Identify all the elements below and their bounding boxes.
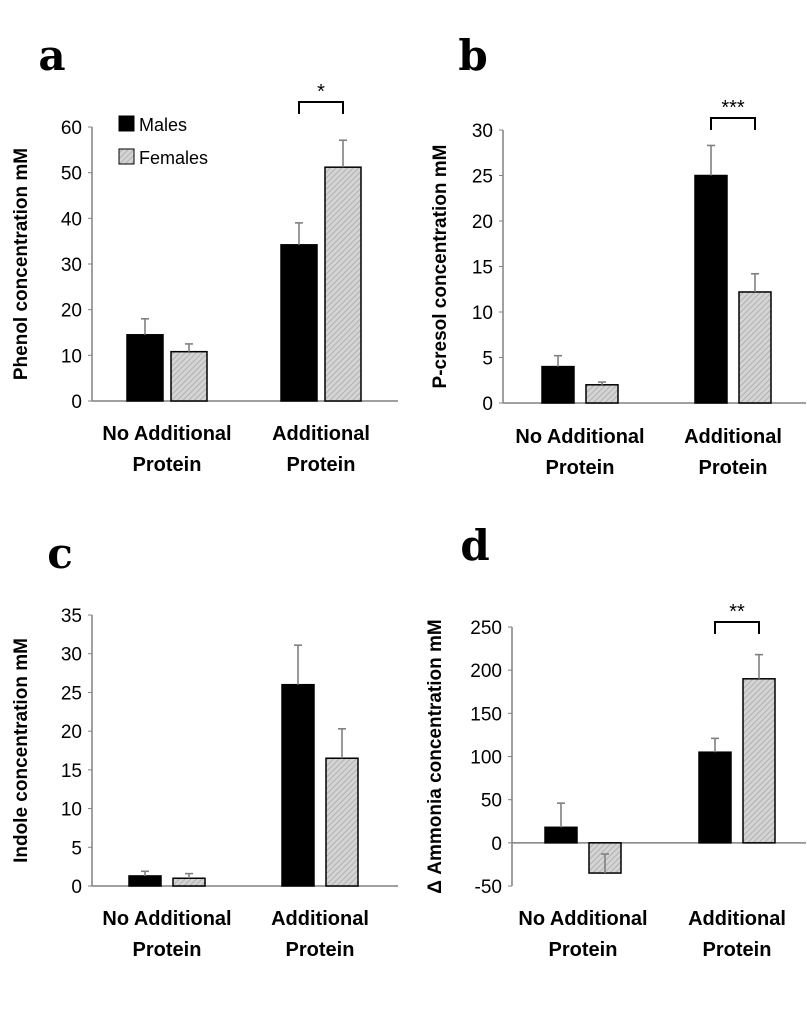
category-label: No Additional <box>102 423 231 445</box>
category-label: Protein <box>549 939 618 961</box>
y-tick-label: 150 <box>470 704 502 725</box>
y-tick-label: 10 <box>61 346 82 367</box>
y-tick-label: 20 <box>61 301 82 322</box>
category-label: Protein <box>286 939 355 961</box>
y-tick-label: 20 <box>61 722 82 743</box>
legend-label-males: Males <box>139 115 187 135</box>
bar-females-1 <box>738 291 772 404</box>
y-tick-label: 5 <box>71 838 82 859</box>
y-tick-label: 25 <box>472 167 493 188</box>
category-label: Protein <box>699 457 768 479</box>
bar-males-1 <box>698 751 732 844</box>
category-label: Additional <box>271 908 369 930</box>
significance-label: *** <box>721 97 745 119</box>
category-label: No Additional <box>102 908 231 930</box>
y-axis-label: Δ Ammonia concentration mM <box>425 619 446 893</box>
y-tick-label: 60 <box>61 118 82 139</box>
significance-bracket <box>714 621 760 634</box>
bar-females-0 <box>585 384 619 404</box>
y-axis-label: Phenol concentration mM <box>11 148 32 380</box>
y-tick-label: 30 <box>472 121 493 142</box>
y-tick-label: 15 <box>472 258 493 279</box>
y-tick-label: 50 <box>61 164 82 185</box>
y-tick-label: 40 <box>61 209 82 230</box>
y-tick-label: 50 <box>481 791 502 812</box>
y-axis-label: Indole concentration mM <box>11 638 32 863</box>
bar-females-0 <box>170 350 208 402</box>
y-tick-label: 200 <box>470 661 502 682</box>
y-tick-label: 30 <box>61 255 82 276</box>
y-tick-label: 10 <box>61 800 82 821</box>
y-tick-label: 250 <box>470 618 502 639</box>
panel-d: d -50 0 50 100 150 200 250 Δ Ammonia concentrati… <box>425 521 806 961</box>
bar-females-1 <box>325 757 359 887</box>
bar-females-0 <box>172 877 206 887</box>
bar-males-1 <box>281 683 315 887</box>
category-label: No Additional <box>518 908 647 930</box>
bar-males-0 <box>544 826 578 844</box>
significance-bracket <box>710 117 756 130</box>
panel-b: b 0 5 10 15 20 25 30 P-cresol concentration mM No… <box>430 31 806 479</box>
y-tick-label: 15 <box>61 761 82 782</box>
category-label: Protein <box>703 939 772 961</box>
significance-label: * <box>317 81 325 103</box>
y-tick-label: 35 <box>61 606 82 627</box>
bar-females-1 <box>324 166 362 402</box>
bar-males-0 <box>128 875 162 887</box>
bar-males-1 <box>694 174 728 404</box>
y-tick-label: 100 <box>470 748 502 769</box>
y-tick-label: 30 <box>61 645 82 666</box>
significance-label: ** <box>729 601 745 623</box>
panel-letter: c <box>47 529 73 578</box>
panel-letter: d <box>460 521 489 570</box>
y-axis-label: P-cresol concentration mM <box>430 145 451 389</box>
bar-females-1 <box>742 678 776 844</box>
category-label: Protein <box>546 457 615 479</box>
y-tick-label: 20 <box>472 212 493 233</box>
panel-letter: b <box>458 31 487 80</box>
y-tick-label: 0 <box>491 834 502 855</box>
bar-males-1 <box>280 244 318 402</box>
panel-a: a 0 10 20 30 40 50 60 Phenol concentration mM No … <box>11 31 398 476</box>
legend-swatch-males <box>118 115 135 132</box>
category-label: Protein <box>133 454 202 476</box>
y-tick-label: 0 <box>71 877 82 898</box>
significance-bracket <box>298 101 344 114</box>
y-tick-label: 0 <box>482 394 493 415</box>
panel-c: c 0 5 10 15 20 25 30 35 Indole concentration mM No… <box>11 529 398 961</box>
bar-males-0 <box>126 334 164 402</box>
category-label: Protein <box>133 939 202 961</box>
y-tick-label: -50 <box>475 877 502 898</box>
panel-letter: a <box>38 31 65 80</box>
y-tick-label: 10 <box>472 303 493 324</box>
category-label: Additional <box>684 426 782 448</box>
category-label: Additional <box>688 908 786 930</box>
legend-label-females: Females <box>139 148 208 168</box>
bar-males-0 <box>541 365 575 404</box>
y-tick-label: 0 <box>71 392 82 413</box>
legend-swatch-females <box>118 148 135 165</box>
y-tick-label: 5 <box>482 349 493 370</box>
category-label: No Additional <box>515 426 644 448</box>
y-tick-label: 25 <box>61 683 82 704</box>
category-label: Additional <box>272 423 370 445</box>
category-label: Protein <box>287 454 356 476</box>
